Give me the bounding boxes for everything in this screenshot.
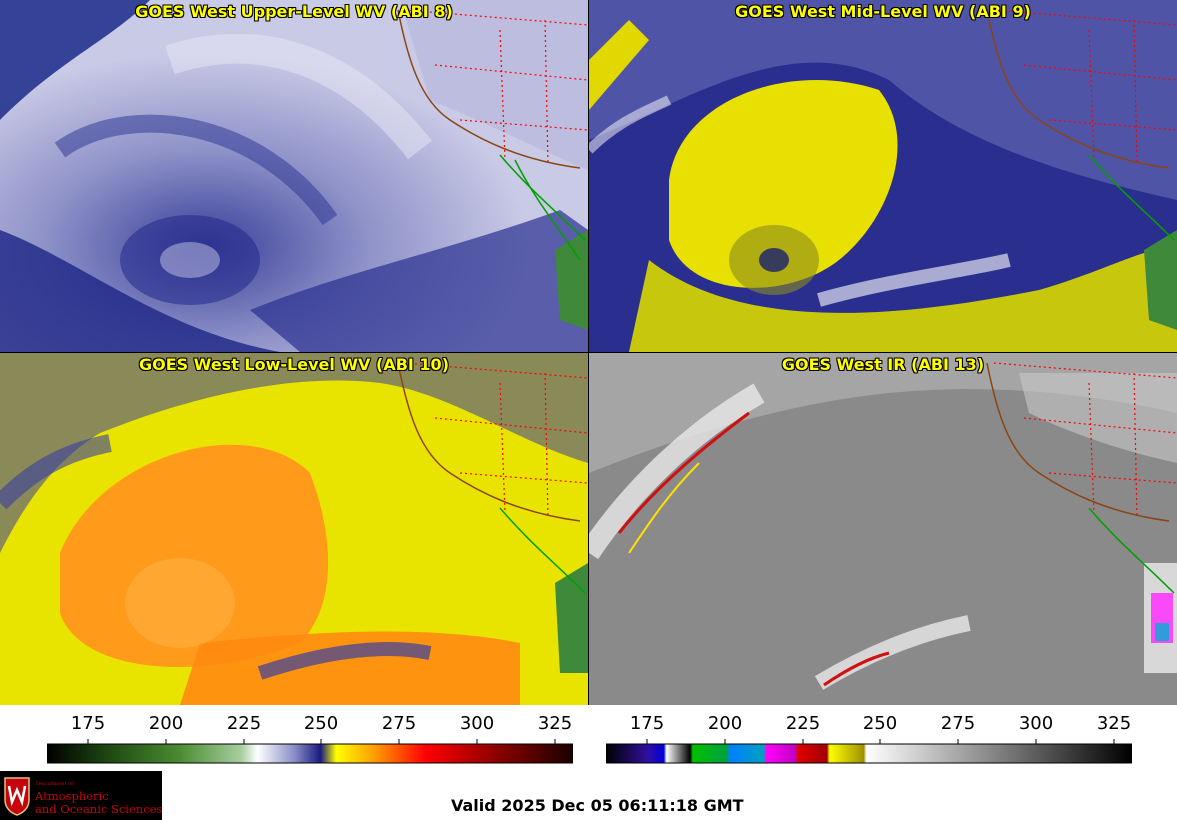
low-level-wv-image: [0, 353, 588, 705]
mid-level-wv-image: [589, 0, 1177, 352]
panel-title: GOES West Upper-Level WV (ABI 8): [135, 2, 453, 21]
upper-level-wv-image: [0, 0, 588, 352]
panel-title: GOES West Mid-Level WV (ABI 9): [735, 2, 1031, 21]
panel-divider-horizontal: [0, 352, 1177, 353]
panel-mid-level-wv: GOES West Mid-Level WV (ABI 9): [589, 0, 1177, 352]
wv-colorbar-graphic: [47, 739, 573, 764]
ir-tick-label: 325: [1096, 713, 1132, 734]
logo-line-1: Atmospheric: [35, 789, 109, 803]
valid-time: Valid 2025 Dec 05 06:11:18 GMT: [451, 796, 744, 815]
ir-colorbar-ticks: [646, 739, 1115, 744]
ir-tick-label: 175: [629, 713, 665, 734]
wv-tick-label: 300: [459, 713, 495, 734]
aos-logo[interactable]: Department of Atmospheric and Oceanic Sc…: [0, 771, 162, 820]
wv-tick-label: 225: [226, 713, 262, 734]
ir-colorbar: [606, 706, 1132, 766]
wv-colorbar-ticks: [87, 739, 556, 744]
ir-tick-label: 300: [1018, 713, 1054, 734]
ir-image: [589, 353, 1177, 705]
panel-title: GOES West Low-Level WV (ABI 10): [138, 355, 449, 374]
wv-tick-label: 275: [381, 713, 417, 734]
ir-tick-label: 250: [862, 713, 898, 734]
panel-low-level-wv: GOES West Low-Level WV (ABI 10): [0, 353, 588, 705]
wv-tick-label: 200: [148, 713, 184, 734]
panel-ir: GOES West IR (ABI 13): [589, 353, 1177, 705]
panel-upper-level-wv: GOES West Upper-Level WV (ABI 8): [0, 0, 588, 352]
logo-line-2: and Oceanic Sciences: [35, 802, 163, 816]
ir-tick-label: 225: [785, 713, 821, 734]
ir-tick-label: 275: [940, 713, 976, 734]
panel-title: GOES West IR (ABI 13): [781, 355, 985, 374]
uw-crest-icon: [4, 777, 30, 816]
logo-dept-text: Department of: [36, 781, 73, 787]
ir-tick-label: 200: [707, 713, 743, 734]
wv-tick-label: 325: [537, 713, 573, 734]
wv-colorbar: [47, 706, 573, 766]
ir-colorbar-graphic: [606, 739, 1132, 764]
wv-tick-label: 175: [70, 713, 106, 734]
wv-tick-label: 250: [303, 713, 339, 734]
